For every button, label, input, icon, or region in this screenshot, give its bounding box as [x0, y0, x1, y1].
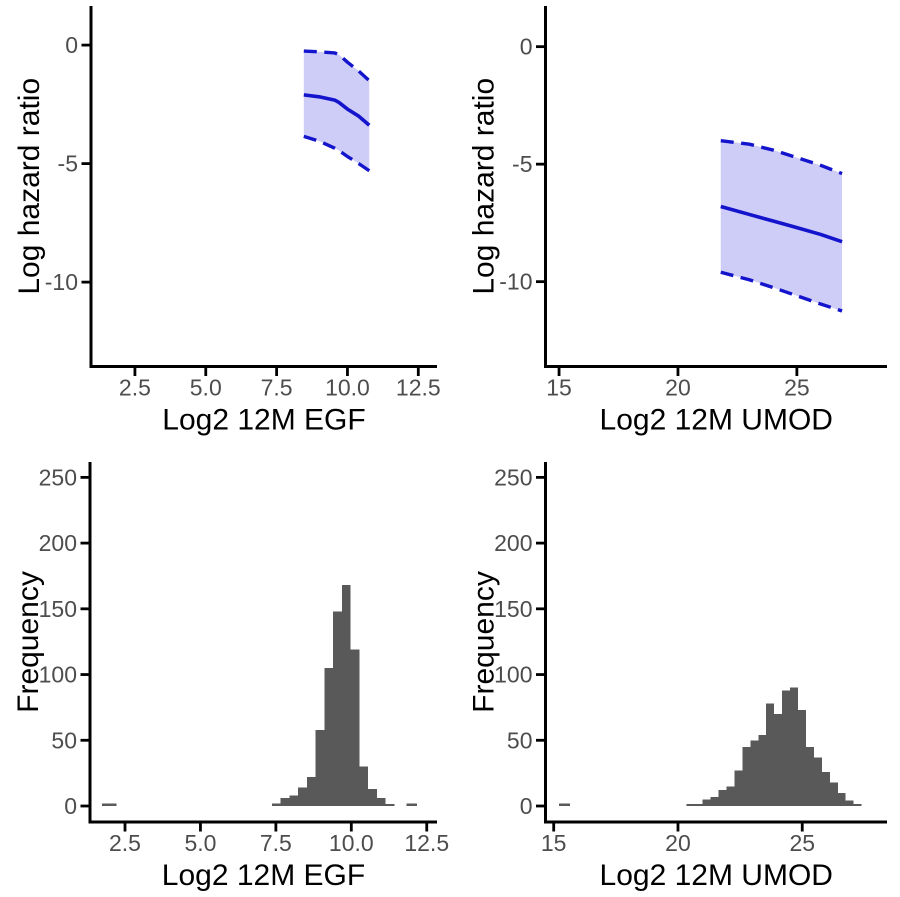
histogram-outlier-bar	[101, 803, 117, 806]
histogram-bar	[829, 782, 838, 806]
histogram-bar	[853, 803, 862, 806]
histogram-bar	[782, 690, 791, 807]
y-tick-label: 0	[520, 34, 533, 60]
histogram-bar	[350, 649, 360, 806]
y-tick-label: 250	[494, 464, 532, 490]
histogram-bar	[289, 795, 299, 807]
x-tick-label: 25	[784, 375, 810, 401]
x-tick-label: 15	[546, 375, 572, 401]
histogram-bar	[774, 713, 783, 806]
x-tick-label: 10.0	[325, 375, 370, 401]
y-tick-label: 150	[494, 596, 532, 622]
x-tick-label: 25	[789, 830, 815, 856]
y-tick-label: 100	[494, 662, 532, 688]
x-tick-label: 10.0	[329, 830, 374, 856]
histogram-bar	[280, 798, 290, 807]
histogram-bar	[385, 803, 395, 806]
x-tick-label: 7.5	[261, 375, 293, 401]
histogram-bar	[845, 800, 854, 806]
y-tick-label: 200	[39, 530, 77, 556]
y-tick-label: 0	[520, 793, 533, 819]
histogram-bar	[798, 710, 806, 806]
histogram-bar	[315, 729, 325, 806]
y-tick-label: 50	[51, 727, 77, 753]
confidence-ribbon-fill	[720, 140, 843, 312]
y-tick-label: 0	[64, 793, 77, 819]
histogram-bar	[758, 735, 767, 806]
histogram-bar	[376, 798, 386, 807]
y-axis-title: Log hazard ratio	[468, 78, 501, 295]
histogram-bar	[790, 687, 799, 806]
panel-hazard-egf: 2.5 5.0 7.5 10.0 12.5 0 -5 -10 Log2 12M EGF Log h…	[13, 6, 441, 437]
y-axis-title: Log hazard ratio	[13, 78, 46, 295]
histogram-outlier-bar	[559, 803, 570, 806]
y-axis-title: Frequency	[12, 571, 45, 713]
histogram-bar	[368, 788, 377, 806]
x-tick-label: 12.5	[404, 830, 449, 856]
histogram-bar	[341, 585, 351, 806]
histogram-bar	[718, 790, 727, 806]
y-tick-label: 150	[39, 596, 77, 622]
histogram-bar	[710, 796, 719, 806]
x-tick-label: 20	[665, 830, 691, 856]
x-tick-label: 5.0	[184, 830, 216, 856]
y-tick-label: 100	[39, 662, 77, 688]
histogram-bar	[306, 777, 316, 806]
x-axis-title: Log2 12M UMOD	[600, 859, 833, 892]
histogram-bar	[742, 746, 751, 806]
x-axis-title: Log2 12M EGF	[162, 859, 365, 892]
lower-ci-dashed-line	[720, 270, 843, 313]
y-tick-label: -5	[58, 151, 78, 177]
x-tick-label: 2.5	[109, 830, 141, 856]
hazard-estimate-line	[303, 93, 371, 127]
panel-hist-egf: 2.5 5.0 7.5 10.0 12.5 0 50 100 150 200 250 Log2 12M…	[12, 462, 449, 892]
x-tick-label: 12.5	[396, 375, 441, 401]
y-axis-title: Frequency	[468, 571, 501, 713]
x-tick-label: 2.5	[119, 375, 151, 401]
histogram-bar	[750, 740, 759, 806]
x-axis-title: Log2 12M UMOD	[600, 404, 833, 437]
y-tick-label: -10	[499, 269, 532, 295]
x-axis-title: Log2 12M EGF	[162, 404, 365, 437]
upper-ci-dashed-line	[720, 138, 843, 176]
x-tick-label: 15	[541, 830, 567, 856]
y-tick-label: 250	[39, 464, 77, 490]
y-tick-label: 200	[494, 530, 532, 556]
y-tick-label: 0	[65, 32, 78, 58]
x-tick-label: 7.5	[260, 830, 292, 856]
x-tick-label: 5.0	[190, 375, 222, 401]
histogram-bar	[702, 799, 711, 806]
histogram-bar	[837, 792, 846, 806]
y-tick-label: -10	[45, 269, 78, 295]
histogram-bar	[333, 611, 342, 806]
histogram-bar	[813, 757, 822, 807]
histogram-bar	[359, 766, 369, 806]
histogram-bar	[726, 786, 735, 807]
histogram-bar	[298, 787, 307, 806]
panel-hazard-umod: 15 20 25 0 -5 -10 Log2 12M UMOD Log hazard rati…	[468, 6, 887, 437]
hazard-estimate-line	[720, 204, 843, 244]
confidence-ribbon-fill	[303, 51, 370, 171]
histogram-outlier-bar	[406, 803, 417, 806]
histogram-bar	[734, 770, 743, 806]
histogram-bar	[271, 803, 281, 806]
y-tick-label: 50	[507, 727, 533, 753]
histogram-bar	[324, 667, 334, 806]
histogram-bar	[694, 803, 703, 806]
y-tick-label: -5	[512, 151, 532, 177]
lower-ci-dashed-line	[303, 134, 371, 173]
histogram-bar	[766, 703, 775, 806]
histogram-bar	[686, 803, 695, 806]
x-tick-label: 20	[665, 375, 691, 401]
histogram-bar	[821, 771, 830, 807]
histogram-bar	[805, 746, 814, 806]
